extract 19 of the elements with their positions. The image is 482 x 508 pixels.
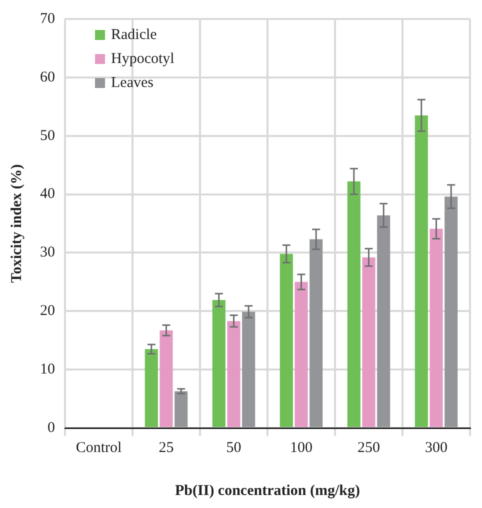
y-tick-label: 0 <box>48 420 55 436</box>
x-tick-label: 50 <box>226 440 242 456</box>
x-axis-title: Pb(II) concentration (mg/kg) <box>175 482 360 499</box>
legend-label: Hypocotyl <box>111 50 174 67</box>
x-tick-label: 100 <box>290 440 312 456</box>
y-tick-label: 40 <box>40 186 55 202</box>
x-tick-label: Control <box>76 440 122 456</box>
legend-label: Leaves <box>111 74 154 91</box>
y-tick-label: 20 <box>40 303 55 320</box>
y-tick-label: 70 <box>40 10 55 27</box>
y-axis-title: Toxicity index (%) <box>8 164 25 283</box>
y-tick-label: 60 <box>40 69 55 86</box>
x-tick-label: 300 <box>425 440 448 456</box>
y-tick-label: 10 <box>40 362 55 378</box>
x-tick-label: 250 <box>358 440 380 456</box>
y-tick-label: 50 <box>40 128 55 144</box>
x-tick-label: 25 <box>158 440 174 456</box>
y-tick-label: 30 <box>40 244 55 261</box>
legend-label: Radicle <box>111 26 158 43</box>
